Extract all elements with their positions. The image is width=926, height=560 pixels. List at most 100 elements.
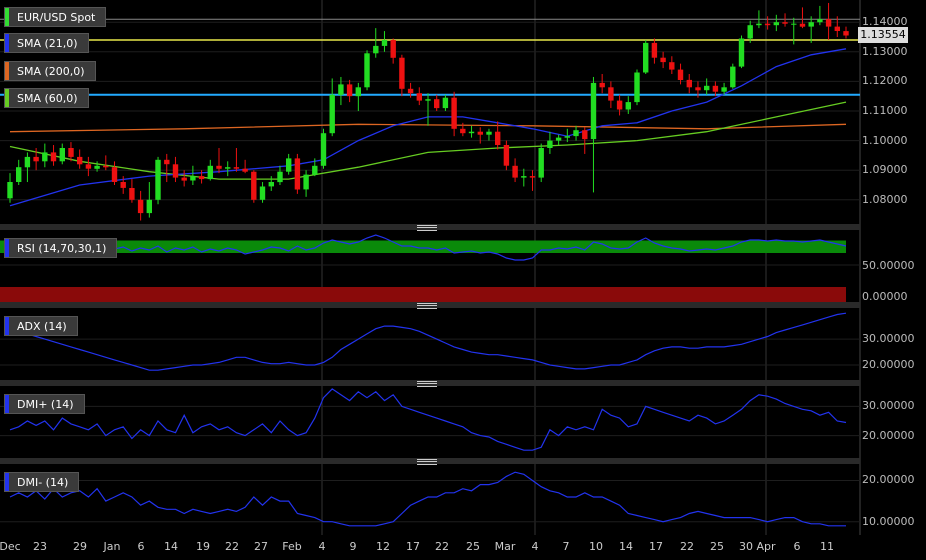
candle-body (573, 130, 579, 137)
candle-body (782, 22, 788, 24)
legend-tag[interactable]: SMA (200,0) (4, 61, 96, 81)
candle-body (146, 199, 152, 214)
candle-body (843, 31, 849, 36)
legend-tag[interactable]: SMA (21,0) (4, 33, 89, 53)
candle-body (155, 159, 161, 200)
candle-body (608, 87, 614, 101)
legend-label: ADX (14) (17, 320, 67, 333)
candle-body (251, 171, 257, 200)
candle-body (164, 159, 170, 165)
candle-body (198, 176, 205, 180)
legend-color-swatch (5, 89, 9, 107)
x-tick-label: 4 (531, 540, 539, 553)
resize-grip-icon[interactable] (417, 303, 437, 309)
candle-body (172, 164, 179, 178)
x-tick-label: 17 (649, 540, 663, 553)
candle-body (434, 99, 440, 109)
x-tick-label: 6 (793, 540, 801, 553)
panel-separator[interactable] (0, 224, 860, 231)
x-tick-label: 10 (589, 540, 603, 553)
candle-body (486, 131, 492, 135)
candle-body (704, 85, 710, 91)
legend-label: RSI (14,70,30,1) (17, 242, 107, 255)
candle-body (599, 82, 605, 88)
dmi-plus-line (9, 388, 847, 451)
candle-body (555, 137, 562, 141)
candle-body (477, 131, 483, 135)
candle-body (42, 152, 48, 162)
legend-color-swatch (5, 8, 9, 26)
legend-tag[interactable]: RSI (14,70,30,1) (4, 238, 118, 258)
legend-label: DMI- (14) (17, 476, 69, 489)
y-tick-label: 20.00000 (862, 473, 915, 487)
candle-body (225, 167, 231, 169)
legend-label: SMA (200,0) (17, 65, 85, 78)
candle-body (259, 186, 266, 200)
x-tick-label: 9 (349, 540, 357, 553)
candle-body (268, 182, 274, 187)
candle-body (730, 66, 736, 88)
panel-separator[interactable] (0, 380, 860, 387)
y-tick-label: 10.00000 (862, 514, 915, 528)
candle-body (695, 87, 701, 91)
legend-tag[interactable]: SMA (60,0) (4, 88, 89, 108)
x-tick-label: 25 (466, 540, 480, 553)
legend-color-swatch (5, 317, 9, 335)
resize-grip-icon[interactable] (417, 225, 437, 231)
legend-color-swatch (5, 34, 9, 52)
candle-body (59, 148, 65, 162)
legend-tag[interactable]: DMI+ (14) (4, 394, 85, 414)
candle-body (338, 84, 344, 95)
candle-body (190, 176, 196, 181)
x-tick-label: 22 (435, 540, 449, 553)
x-tick-label: Apr (756, 540, 776, 553)
candle-body (407, 88, 414, 94)
legend-tag[interactable]: ADX (14) (4, 316, 78, 336)
candle-body (207, 165, 213, 180)
panel-separator[interactable] (0, 302, 860, 309)
x-tick-label: Dec (0, 540, 21, 553)
sma-200-line (9, 123, 847, 133)
candle-body (651, 42, 658, 58)
candle-body (756, 23, 762, 26)
candle-body (216, 165, 222, 169)
candle-body (451, 97, 457, 129)
candle-body (660, 57, 666, 63)
candle-body (85, 164, 92, 169)
candle-body (625, 102, 631, 110)
x-tick-label: 30 (739, 540, 753, 553)
candle-body (825, 19, 832, 27)
y-tick-label: 50.00000 (862, 259, 915, 272)
legend-color-swatch (5, 239, 9, 257)
candle-body (7, 182, 13, 199)
resize-grip-icon[interactable] (417, 459, 437, 465)
candle-body (33, 156, 39, 162)
x-tick-label: 11 (820, 540, 834, 553)
candle-body (512, 165, 518, 178)
candle-body (677, 69, 684, 80)
legend-tag[interactable]: DMI- (14) (4, 472, 80, 492)
x-tick-label: 27 (254, 540, 268, 553)
candle-body (364, 53, 370, 88)
candle-body (416, 93, 422, 101)
panel-separator[interactable] (0, 458, 860, 465)
x-tick-label: Mar (494, 540, 516, 553)
candle-body (808, 22, 814, 27)
legend-label: SMA (21,0) (17, 37, 78, 50)
legend-label: DMI+ (14) (17, 398, 74, 411)
candle-body (399, 57, 405, 89)
candle-body (294, 158, 301, 190)
candle-body (381, 40, 388, 46)
candle-body (590, 82, 597, 140)
candle-body (233, 167, 240, 169)
resize-grip-icon[interactable] (417, 381, 437, 387)
x-tick-label: 29 (73, 540, 87, 553)
candle-body (764, 23, 771, 26)
legend-tag[interactable]: EUR/USD Spot (4, 7, 107, 27)
y-tick-label: 1.10000 (862, 133, 908, 147)
x-tick-label: 6 (137, 540, 145, 553)
candle-body (468, 131, 475, 134)
candle-body (355, 87, 361, 97)
candle-body (834, 26, 840, 31)
candle-body (669, 62, 675, 70)
